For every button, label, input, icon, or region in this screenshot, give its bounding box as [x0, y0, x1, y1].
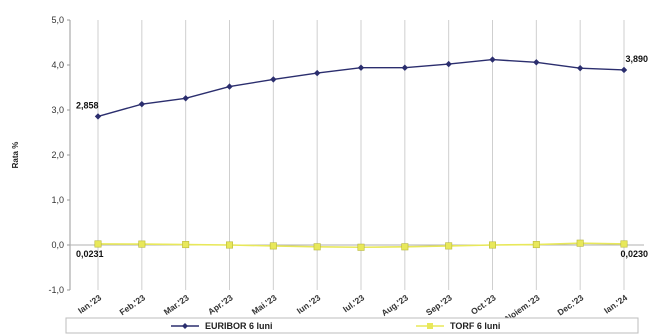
x-tick-label: Dec.'23 — [555, 292, 585, 317]
x-tick-label: Apr.'23 — [206, 292, 235, 316]
y-tick-label: -1,0 — [48, 285, 64, 295]
data-point — [445, 60, 452, 68]
x-tick-label: Feb.'23 — [118, 292, 148, 317]
x-tick-label: Ian.'24 — [602, 292, 629, 315]
y-tick-label: 3,0 — [51, 105, 64, 115]
data-point — [270, 76, 277, 83]
data-label: 0,0231 — [76, 249, 104, 259]
data-point — [94, 240, 102, 248]
x-tick-label: Oct.'23 — [469, 292, 498, 316]
legend: EURIBOR 6 luni TORF 6 luni — [65, 317, 639, 334]
data-point — [401, 243, 409, 251]
y-axis-ticks: -1,0 0,0 1,0 2,0 3,0 4,0 5,0 — [48, 15, 70, 295]
data-point — [357, 64, 365, 71]
x-tick-label: Mai.'23 — [250, 292, 279, 316]
data-point — [313, 69, 321, 77]
data-point — [532, 241, 540, 249]
legend-items: EURIBOR 6 luni TORF 6 luni — [171, 321, 500, 331]
data-point — [313, 243, 321, 251]
data-point — [182, 241, 190, 249]
data-point — [182, 95, 189, 102]
legend-label: TORF 6 luni — [450, 321, 500, 331]
x-tick-label: Sep.'23 — [424, 292, 454, 317]
data-point — [489, 56, 496, 63]
y-tick-label: 2,0 — [51, 150, 64, 160]
data-point — [620, 240, 628, 248]
series-group — [94, 56, 628, 251]
data-label: 2,858 — [76, 100, 99, 110]
data-point — [533, 59, 540, 66]
y-axis-label: Rata % — [11, 142, 20, 169]
data-point — [138, 240, 146, 248]
y-tick-label: 5,0 — [51, 15, 64, 25]
data-label: 3,890 — [625, 54, 648, 64]
data-point — [401, 64, 409, 71]
data-point — [269, 242, 277, 250]
x-tick-label: Mar.'23 — [162, 292, 191, 317]
data-point — [94, 113, 102, 120]
legend-label: EURIBOR 6 luni — [205, 321, 273, 331]
legend-box — [65, 317, 639, 334]
x-tick-label: Iul.'23 — [341, 292, 366, 314]
data-point — [226, 83, 233, 90]
data-point — [357, 243, 365, 251]
y-tick-label: 4,0 — [51, 60, 64, 70]
x-tick-label: Ian.'23 — [76, 292, 103, 315]
legend-marker — [427, 323, 433, 329]
data-label: 0,0230 — [620, 249, 648, 259]
data-point — [488, 241, 496, 249]
x-tick-label: Aug.'23 — [379, 292, 410, 318]
data-point — [445, 242, 453, 250]
x-tick-label: Iun.'23 — [295, 292, 323, 316]
y-tick-label: 1,0 — [51, 195, 64, 205]
grid — [69, 20, 644, 290]
data-point — [138, 100, 146, 108]
data-point — [576, 239, 584, 247]
data-point — [576, 64, 584, 72]
y-tick-label: 0,0 — [51, 240, 64, 250]
data-point — [226, 241, 234, 249]
data-point — [620, 66, 628, 74]
legend-marker — [182, 323, 188, 329]
annotations: 2,858 3,890 0,0231 0,0230 — [76, 54, 648, 259]
